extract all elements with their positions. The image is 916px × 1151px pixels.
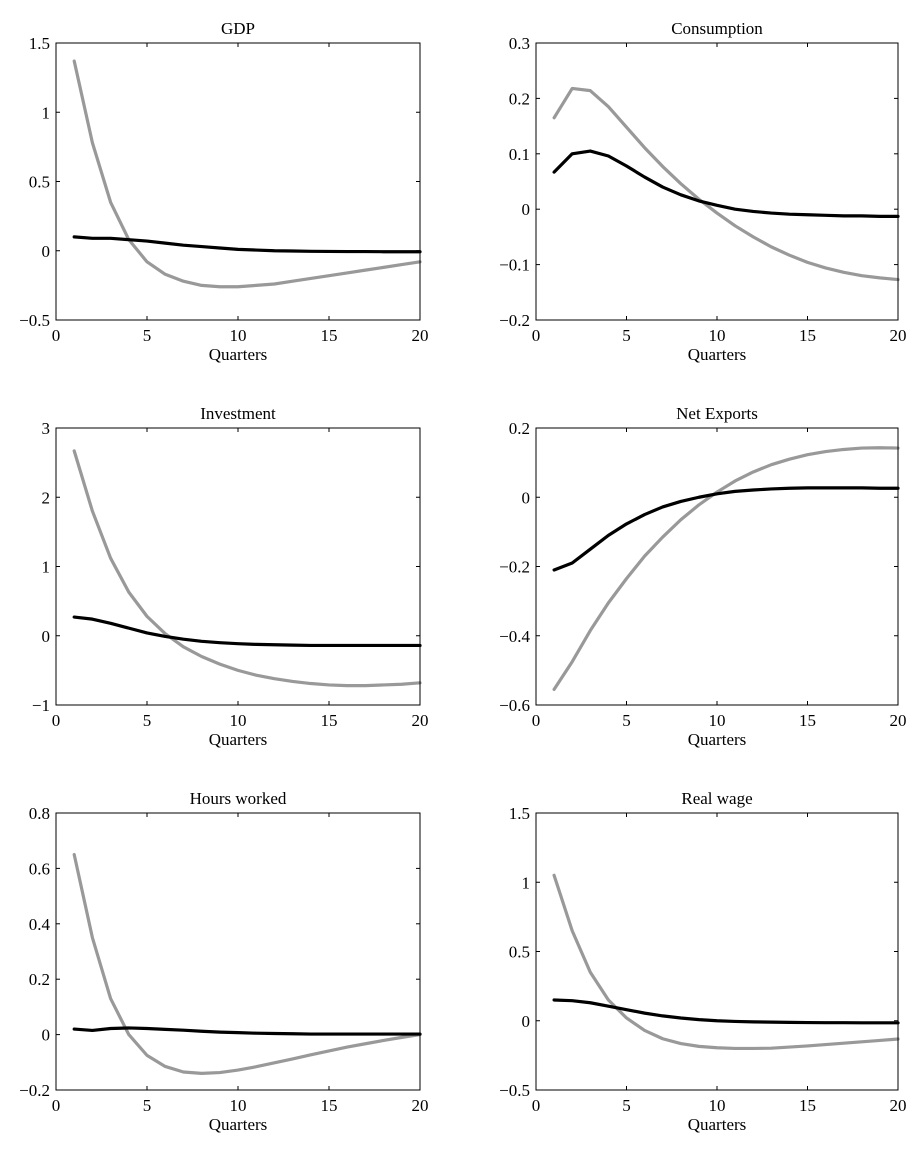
x-tick-label: 0 <box>532 1096 541 1115</box>
chart-title: Net Exports <box>676 404 758 423</box>
x-tick-label: 20 <box>890 1096 907 1115</box>
chart-title: GDP <box>221 19 255 38</box>
series-line-1 <box>552 998 900 1025</box>
plot-frame <box>55 812 421 1091</box>
plot-frame <box>55 42 421 321</box>
y-tick-label: 1.5 <box>29 34 50 53</box>
y-tick-label: 0.1 <box>509 145 530 164</box>
series-line-0 <box>72 852 422 1075</box>
y-tick-label: 0.4 <box>29 915 51 934</box>
y-tick-label: −0.6 <box>499 696 530 715</box>
y-tick-label: −0.2 <box>499 311 530 330</box>
x-tick-label: 20 <box>412 1096 429 1115</box>
x-tick-label: 20 <box>412 326 429 345</box>
y-tick-label: 0 <box>522 488 531 507</box>
x-tick-label: 5 <box>622 1096 631 1115</box>
series-line-1 <box>552 149 900 218</box>
y-tick-label: 0 <box>42 1026 51 1045</box>
plot-frame <box>535 427 899 706</box>
y-tick-label: 0.2 <box>509 419 530 438</box>
x-axis-label: Quarters <box>688 1115 747 1134</box>
x-tick-label: 5 <box>143 711 152 730</box>
x-tick-label: 10 <box>230 326 247 345</box>
series-line-0 <box>552 86 900 282</box>
chart-title: Consumption <box>671 19 763 38</box>
chart-title: Real wage <box>681 789 752 808</box>
y-tick-label: 0.8 <box>29 804 50 823</box>
series-line-1 <box>72 235 422 254</box>
x-tick-label: 5 <box>622 711 631 730</box>
x-tick-label: 0 <box>52 326 61 345</box>
y-tick-label: 0.6 <box>29 859 50 878</box>
x-tick-label: 15 <box>321 711 338 730</box>
x-tick-label: 0 <box>52 711 61 730</box>
y-tick-label: −1 <box>32 696 50 715</box>
x-tick-label: 10 <box>709 1096 726 1115</box>
y-tick-label: −0.4 <box>499 627 530 646</box>
x-tick-label: 0 <box>532 711 541 730</box>
x-tick-label: 20 <box>890 326 907 345</box>
x-tick-label: 15 <box>799 1096 816 1115</box>
y-tick-label: −0.5 <box>499 1081 530 1100</box>
x-axis-label: Quarters <box>209 730 268 749</box>
x-axis-label: Quarters <box>688 345 747 364</box>
x-tick-label: 15 <box>321 326 338 345</box>
x-tick-label: 15 <box>799 326 816 345</box>
x-tick-label: 20 <box>412 711 429 730</box>
y-tick-label: 1 <box>522 873 531 892</box>
chart-title: Hours worked <box>190 789 287 808</box>
x-tick-label: 5 <box>622 326 631 345</box>
y-tick-label: 1.5 <box>509 804 530 823</box>
series-line-0 <box>552 873 900 1051</box>
x-axis-label: Quarters <box>209 1115 268 1134</box>
x-tick-label: 5 <box>143 1096 152 1115</box>
y-tick-label: 1 <box>42 103 51 122</box>
y-tick-label: −0.2 <box>19 1081 50 1100</box>
y-tick-label: 0 <box>42 627 51 646</box>
chart-panel: Consumption 0 5 10 15 20 −0.2 −0.1 0 0.1 0.2 0.3 Qua… <box>499 19 906 364</box>
y-tick-label: 0.5 <box>29 173 50 192</box>
x-tick-label: 10 <box>709 711 726 730</box>
y-tick-label: 0.2 <box>509 89 530 108</box>
x-tick-label: 0 <box>532 326 541 345</box>
x-tick-label: 5 <box>143 326 152 345</box>
y-tick-label: −0.2 <box>499 558 530 577</box>
series-line-0 <box>72 449 422 688</box>
y-tick-label: 1 <box>42 558 51 577</box>
plot-frame <box>535 42 899 321</box>
x-tick-label: 10 <box>230 1096 247 1115</box>
x-axis-label: Quarters <box>209 345 268 364</box>
series-line-1 <box>72 1026 422 1036</box>
x-axis-label: Quarters <box>688 730 747 749</box>
x-tick-label: 15 <box>799 711 816 730</box>
y-tick-label: −0.5 <box>19 311 50 330</box>
y-tick-label: 0 <box>42 242 51 261</box>
y-tick-label: 0 <box>522 200 531 219</box>
x-tick-label: 0 <box>52 1096 61 1115</box>
chart-panel: Net Exports 0 5 10 15 20 −0.6 −0.4 −0.2 0 0.2 Quart… <box>499 404 906 749</box>
series-line-0 <box>72 59 422 289</box>
series-line-1 <box>72 615 422 648</box>
x-tick-label: 10 <box>230 711 247 730</box>
y-tick-label: −0.1 <box>499 256 530 275</box>
y-tick-label: 3 <box>42 419 51 438</box>
series-line-0 <box>552 446 900 692</box>
chart-title: Investment <box>200 404 276 423</box>
series-line-1 <box>552 486 900 572</box>
y-tick-label: 2 <box>42 488 51 507</box>
plot-frame <box>55 427 421 706</box>
y-tick-label: 0.3 <box>509 34 530 53</box>
y-tick-label: 0.2 <box>29 970 50 989</box>
x-tick-label: 10 <box>709 326 726 345</box>
y-tick-label: 0.5 <box>509 943 530 962</box>
x-tick-label: 20 <box>890 711 907 730</box>
x-tick-label: 15 <box>321 1096 338 1115</box>
y-tick-label: 0 <box>522 1012 531 1031</box>
